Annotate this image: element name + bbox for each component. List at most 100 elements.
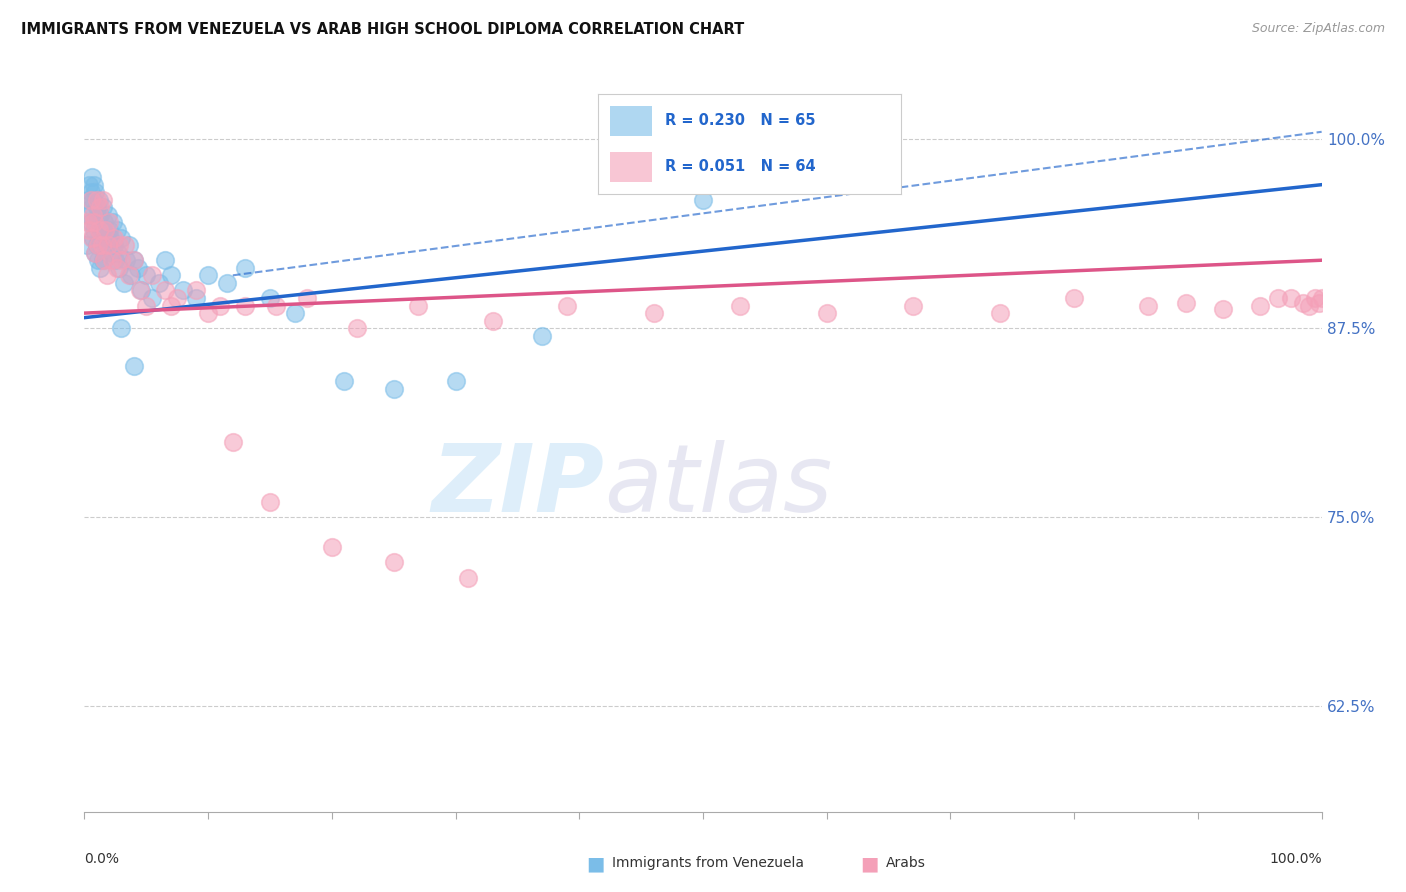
Point — [135, 299, 157, 313]
Point — [80, 170, 103, 185]
Point — [83, 215, 105, 229]
Point — [233, 299, 256, 313]
Point — [89, 208, 111, 222]
Point — [153, 284, 176, 298]
Point — [321, 541, 343, 555]
Point — [135, 268, 157, 283]
Point — [112, 276, 135, 290]
Point — [89, 193, 111, 207]
Point — [79, 186, 101, 200]
Point — [107, 245, 129, 260]
Point — [89, 230, 111, 244]
Point — [222, 434, 245, 449]
Point — [408, 299, 430, 313]
Point — [114, 238, 136, 252]
Point — [197, 268, 219, 283]
Point — [122, 253, 145, 268]
Point — [166, 291, 188, 305]
Text: IMMIGRANTS FROM VENEZUELA VS ARAB HIGH SCHOOL DIPLOMA CORRELATION CHART: IMMIGRANTS FROM VENEZUELA VS ARAB HIGH S… — [21, 22, 744, 37]
Point — [903, 299, 925, 313]
Text: ZIP: ZIP — [432, 440, 605, 532]
Point — [80, 230, 103, 244]
Point — [89, 260, 111, 275]
Point — [86, 193, 108, 207]
Point — [346, 321, 368, 335]
Point — [197, 306, 219, 320]
Point — [141, 268, 163, 283]
Point — [89, 223, 111, 237]
Point — [86, 238, 108, 252]
Point — [118, 268, 141, 283]
Text: 0.0%: 0.0% — [84, 853, 120, 866]
Point — [233, 260, 256, 275]
Point — [1310, 291, 1333, 305]
Point — [160, 268, 183, 283]
Point — [110, 253, 132, 268]
Point — [215, 276, 238, 290]
Point — [172, 284, 194, 298]
Point — [86, 200, 108, 214]
Point — [79, 178, 101, 192]
Point — [110, 321, 132, 335]
Point — [184, 284, 207, 298]
Point — [728, 299, 751, 313]
Point — [82, 230, 104, 244]
Point — [444, 374, 467, 388]
Point — [153, 253, 176, 268]
Point — [79, 208, 101, 222]
Point — [1279, 291, 1302, 305]
Point — [184, 291, 207, 305]
Text: Immigrants from Venezuela: Immigrants from Venezuela — [612, 856, 804, 871]
Point — [93, 253, 115, 268]
Point — [457, 570, 479, 584]
Point — [83, 223, 105, 237]
Point — [815, 306, 838, 320]
Point — [129, 284, 152, 298]
Point — [97, 238, 120, 252]
Point — [1212, 301, 1234, 316]
Text: ■: ■ — [586, 854, 605, 873]
Point — [91, 200, 114, 214]
Point — [1298, 299, 1320, 313]
Point — [103, 230, 125, 244]
Point — [94, 223, 117, 237]
Point — [264, 299, 287, 313]
Point — [115, 253, 138, 268]
Point — [129, 284, 152, 298]
Point — [100, 253, 122, 268]
Point — [108, 260, 131, 275]
Point — [110, 230, 132, 244]
Text: ■: ■ — [860, 854, 879, 873]
Point — [104, 253, 127, 268]
Point — [101, 215, 124, 229]
Point — [100, 245, 122, 260]
Point — [89, 200, 111, 214]
Point — [77, 193, 100, 207]
Point — [91, 253, 114, 268]
Point — [122, 253, 145, 268]
Point — [284, 306, 307, 320]
Point — [87, 253, 110, 268]
Point — [93, 215, 115, 229]
Point — [96, 230, 118, 244]
Point — [382, 382, 405, 396]
Point — [1305, 291, 1327, 305]
Point — [481, 313, 503, 327]
Point — [87, 211, 110, 225]
Text: 100.0%: 100.0% — [1270, 853, 1322, 866]
Point — [160, 299, 183, 313]
Point — [84, 186, 107, 200]
Text: Source: ZipAtlas.com: Source: ZipAtlas.com — [1251, 22, 1385, 36]
Point — [141, 291, 163, 305]
Point — [76, 238, 98, 252]
Point — [82, 208, 104, 222]
Point — [1137, 299, 1160, 313]
Point — [84, 245, 107, 260]
Point — [643, 306, 665, 320]
Point — [382, 556, 405, 570]
Point — [90, 238, 112, 252]
Point — [209, 299, 232, 313]
Point — [98, 223, 121, 237]
Point — [97, 208, 120, 222]
Point — [1174, 295, 1197, 310]
